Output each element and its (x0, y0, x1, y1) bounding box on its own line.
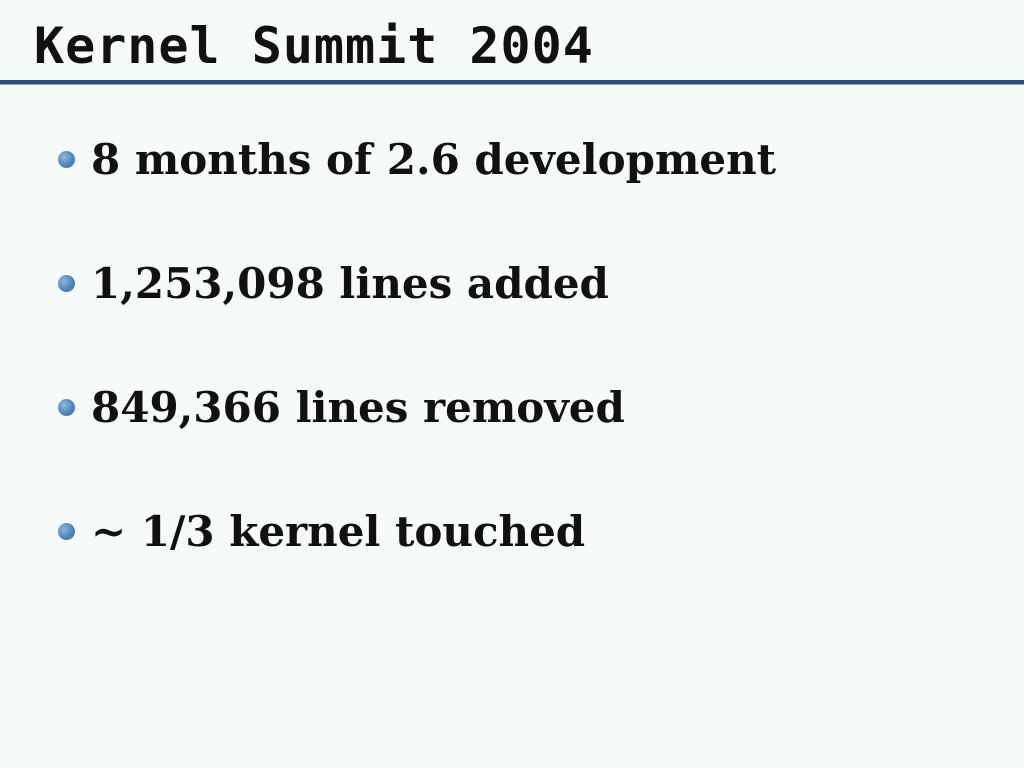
list-item: ~ 1/3 kernel touched (58, 500, 776, 562)
bullet-list: 8 months of 2.6 development 1,253,098 li… (58, 128, 776, 624)
bullet-text: ~ 1/3 kernel touched (91, 506, 586, 556)
bullet-text: 1,253,098 lines added (91, 258, 609, 308)
slide-title: Kernel Summit 2004 (34, 17, 594, 75)
list-item: 8 months of 2.6 development (58, 128, 776, 190)
bullet-text: 849,366 lines removed (91, 382, 625, 432)
list-item: 849,366 lines removed (58, 376, 776, 438)
bullet-dot-icon (58, 398, 75, 416)
title-divider (0, 80, 1024, 85)
list-item: 1,253,098 lines added (58, 252, 776, 314)
bullet-dot-icon (58, 274, 75, 292)
bullet-dot-icon (58, 522, 75, 540)
bullet-dot-icon (58, 150, 75, 168)
bullet-text: 8 months of 2.6 development (91, 134, 777, 184)
